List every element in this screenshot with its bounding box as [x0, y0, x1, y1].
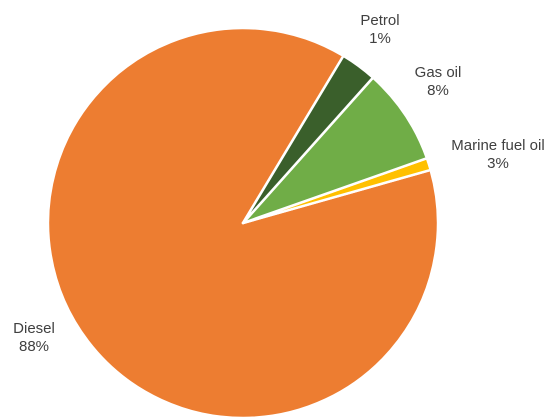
- pie-labels: Diesel 88% Petrol 1% Gas oil 8% Marine fuel oi…: [13, 12, 545, 355]
- pie-slice-gas-oil: [241, 76, 429, 225]
- slice-value-label: 3%: [487, 155, 509, 172]
- slice-value-label: 8%: [427, 82, 449, 99]
- slice-label-diesel: Diesel 88%: [13, 320, 55, 355]
- slice-value-label: 1%: [369, 30, 391, 47]
- pie-slices: [46, 26, 440, 420]
- pie-slice-marine-fuel-oil: [241, 54, 375, 225]
- slice-category-label: Gas oil: [415, 64, 462, 81]
- slice-category-label: Marine fuel oil: [451, 137, 544, 154]
- slice-label-petrol: Petrol 1%: [360, 12, 399, 47]
- slice-category-label: Petrol: [360, 12, 399, 29]
- slice-label-marine-fuel-oil: Marine fuel oil 3%: [451, 137, 544, 172]
- slice-value-label: 88%: [19, 338, 49, 355]
- slice-category-label: Diesel: [13, 320, 55, 337]
- slice-label-gas-oil: Gas oil 8%: [415, 64, 462, 99]
